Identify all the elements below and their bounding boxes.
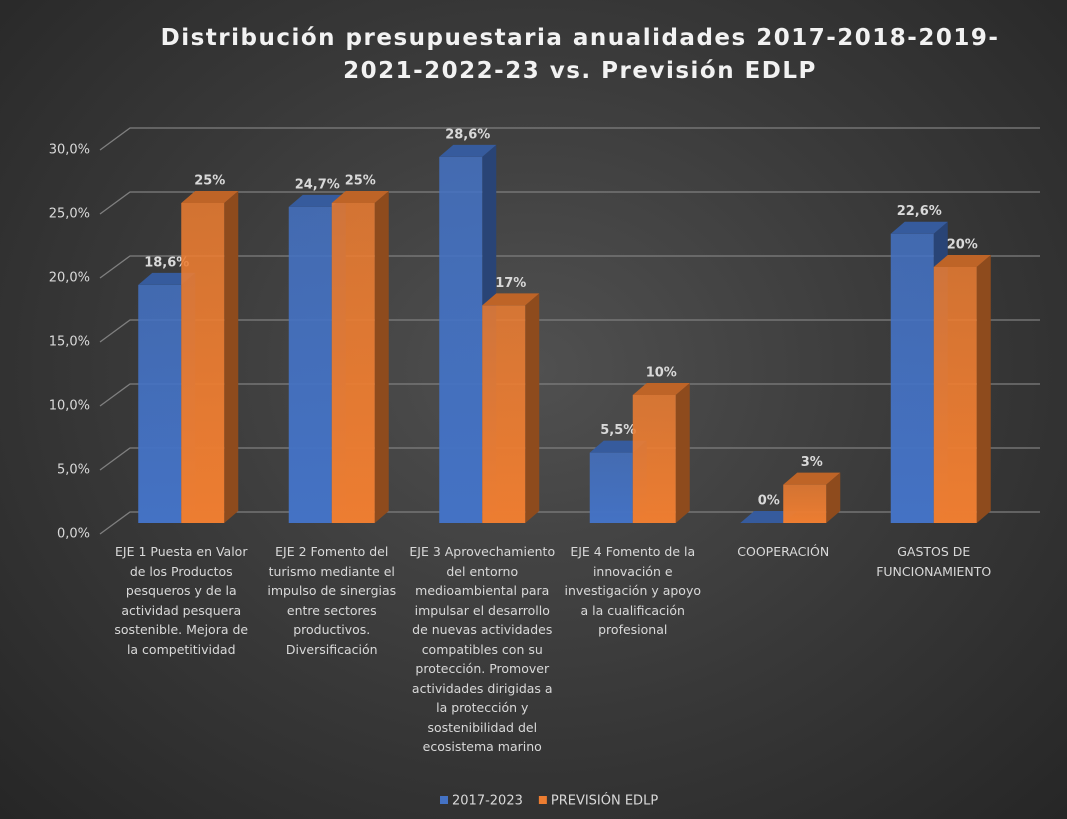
grid-line — [99, 383, 1040, 407]
x-tick-label: EJE 2 Fomento del turismo mediante el im… — [267, 544, 397, 657]
x-tick-label: EJE 4 Fomento de la innovación e investi… — [564, 544, 701, 637]
data-label: 28,6% — [445, 127, 490, 142]
grid-line — [99, 191, 1040, 215]
y-tick-label: 25,0% — [49, 207, 90, 222]
legend-label: 2017-2023 — [452, 794, 523, 809]
bar — [933, 267, 977, 523]
bar-top — [890, 221, 948, 234]
bar-side — [675, 383, 690, 523]
bar — [138, 284, 182, 523]
data-label: 10% — [646, 366, 677, 381]
bar-top — [589, 440, 647, 453]
bar-top — [740, 511, 798, 523]
bar — [632, 395, 676, 523]
bar-side — [374, 191, 389, 523]
bar-top — [439, 144, 497, 157]
x-tick-label: COOPERACIÓN — [737, 544, 830, 559]
y-tick-label: 30,0% — [49, 143, 90, 158]
bar — [783, 484, 827, 523]
y-tick-label: 10,0% — [49, 399, 90, 414]
data-label: 25% — [194, 174, 225, 189]
bar-side — [976, 255, 991, 523]
data-label: 5,5% — [600, 423, 636, 438]
bar — [890, 233, 934, 523]
y-tick-label: 0,0% — [57, 527, 90, 542]
y-tick-label: 20,0% — [49, 271, 90, 286]
data-label: 17% — [495, 276, 526, 291]
bar-top — [138, 272, 196, 285]
bar — [181, 203, 225, 523]
bar-top — [632, 383, 690, 395]
bar-side — [826, 472, 841, 523]
data-label: 24,7% — [295, 177, 340, 192]
grid-line — [99, 319, 1040, 343]
data-label: 0% — [758, 494, 780, 509]
grid-line — [99, 127, 1040, 151]
y-tick-label: 5,0% — [57, 463, 90, 478]
x-tick-label: EJE 3 Aprovechamiento del entorno medioa… — [409, 544, 556, 754]
bar — [331, 203, 375, 523]
chart-title: Distribución presupuestaria anualidades … — [160, 25, 1000, 84]
legend-swatch — [538, 796, 547, 804]
data-label: 3% — [801, 455, 823, 470]
bar — [288, 206, 332, 523]
grid-line — [99, 511, 1040, 535]
bar-top — [288, 194, 346, 207]
legend-label: PREVISIÓN EDLP — [551, 793, 658, 809]
data-label: 22,6% — [897, 204, 942, 219]
bar — [439, 156, 483, 524]
data-label: 20% — [947, 238, 978, 253]
bar-top — [933, 255, 991, 267]
bar-side — [224, 191, 239, 523]
bar-top — [783, 472, 841, 485]
legend-swatch — [440, 796, 448, 804]
grid-line — [99, 447, 1040, 471]
y-tick-label: 15,0% — [49, 335, 90, 350]
bar — [482, 305, 526, 523]
data-label: 18,6% — [144, 255, 189, 270]
x-tick-label: EJE 1 Puesta en Valor de los Productos p… — [114, 544, 249, 657]
bar-side — [525, 293, 540, 523]
bar-top — [482, 293, 540, 306]
bar-top — [331, 191, 389, 203]
data-label: 25% — [345, 174, 376, 189]
bar-top — [181, 191, 239, 203]
bar — [589, 452, 633, 523]
grid-line — [99, 255, 1040, 279]
x-tick-label: GASTOS DE FUNCIONAMIENTO — [876, 544, 992, 579]
